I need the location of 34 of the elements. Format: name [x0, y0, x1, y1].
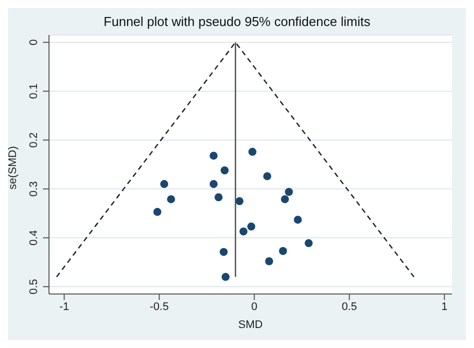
x-tick-label: -1 [59, 300, 70, 313]
y-tick-label: 0.2 [28, 132, 40, 148]
point [239, 227, 248, 236]
x-tick-label: 0 [251, 300, 258, 313]
point [153, 208, 162, 216]
point [222, 272, 230, 281]
x-tick-label: 1 [441, 300, 448, 313]
point [210, 180, 218, 188]
x-tick-label: -0.5 [150, 300, 169, 313]
y-axis-title: se(SMD) [6, 146, 19, 190]
y-tick-label: 0.4 [28, 230, 40, 246]
point [304, 239, 313, 248]
point [220, 248, 228, 256]
x-axis-title: SMD [238, 319, 263, 331]
y-tick-label: 0 [28, 39, 40, 46]
point [263, 172, 272, 180]
x-tick-label: 0.5 [342, 300, 357, 313]
point [167, 195, 176, 204]
point [214, 193, 223, 202]
point [247, 222, 256, 231]
chart-title: Funnel plot with pseudo 95% confidence limits [102, 14, 372, 29]
point [294, 216, 302, 224]
point [160, 180, 168, 188]
point [284, 188, 293, 196]
point [280, 195, 289, 204]
point [235, 197, 244, 206]
point [210, 152, 218, 160]
y-tick-label: 0.5 [28, 279, 40, 294]
y-tick-label: 0.1 [28, 84, 40, 99]
point [265, 257, 274, 266]
point [248, 148, 256, 156]
y-tick-label: 0.3 [28, 181, 40, 197]
point [220, 166, 229, 174]
point [279, 246, 288, 255]
